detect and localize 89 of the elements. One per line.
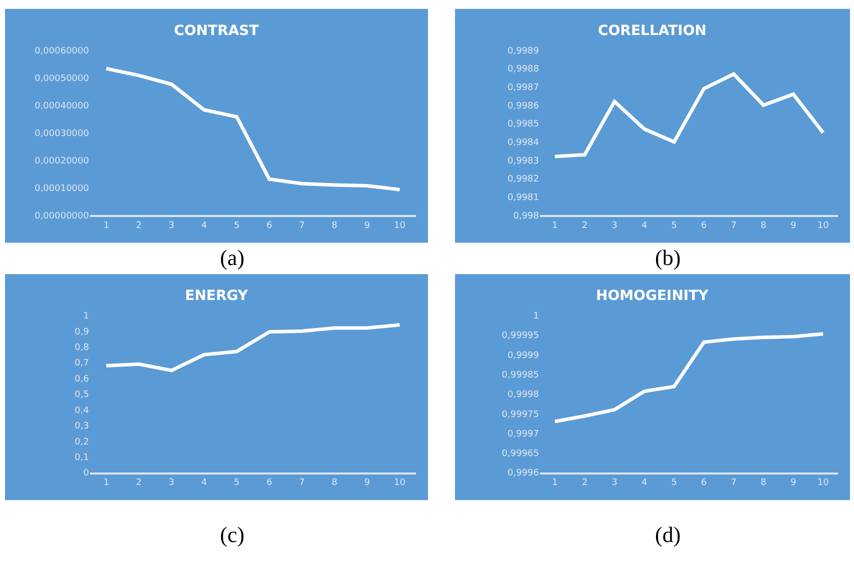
y-tick-label: 0,9997 bbox=[508, 429, 539, 440]
x-tick-label: 4 bbox=[201, 478, 208, 488]
x-tick-label: 5 bbox=[234, 220, 240, 231]
x-tick-label: 1 bbox=[552, 478, 558, 488]
line-series bbox=[553, 332, 825, 424]
text: (b) bbox=[655, 245, 681, 270]
y-tick-label: 0 bbox=[83, 468, 90, 479]
chart-title: ENERGY bbox=[185, 288, 249, 304]
y-tick-label: 0,9983 bbox=[508, 156, 539, 166]
y-tick-label: 0,9982 bbox=[508, 174, 539, 185]
x-tick-label: 4 bbox=[641, 478, 648, 488]
y-tick-label: 0,9985 bbox=[508, 120, 539, 130]
y-tick-label: 0,00030000 bbox=[34, 128, 90, 139]
x-tick-label: 5 bbox=[671, 478, 677, 488]
y-tick-label: 0,9998 bbox=[508, 390, 540, 400]
y-tick-label: 0,9996 bbox=[508, 468, 540, 479]
y-tick-label: 0,8 bbox=[74, 342, 90, 353]
y-tick-label: 0,00010000 bbox=[34, 184, 90, 194]
text: (c) bbox=[220, 522, 244, 547]
x-tick-label: 3 bbox=[168, 220, 174, 231]
x-tick-label: 2 bbox=[582, 478, 588, 488]
y-tick-label: 0,9999 bbox=[508, 350, 540, 361]
x-tick-label: 3 bbox=[612, 478, 618, 488]
y-tick-label: 0,3 bbox=[74, 422, 89, 432]
x-tick-label: 5 bbox=[234, 478, 240, 488]
line-series bbox=[104, 323, 402, 372]
x-tick-label: 8 bbox=[760, 478, 767, 488]
y-tick-label: 0,99985 bbox=[502, 370, 539, 380]
x-tick-label: 2 bbox=[582, 220, 588, 231]
x-tick-label: 8 bbox=[332, 220, 338, 231]
x-tick-label: 2 bbox=[136, 478, 142, 488]
x-tick-label: 6 bbox=[266, 220, 272, 231]
chart-title: HOMOGEINITY bbox=[596, 288, 710, 304]
x-tick-label: 10 bbox=[394, 478, 406, 488]
x-tick-label: 1 bbox=[103, 478, 110, 488]
y-tick-label: 0,9988 bbox=[508, 64, 540, 75]
y-tick-label: 0,1 bbox=[74, 453, 89, 464]
x-tick-label: 4 bbox=[641, 220, 648, 231]
y-tick-label: 0,00040000 bbox=[34, 101, 90, 112]
y-tick-label: 0,6 bbox=[74, 374, 90, 384]
line-series bbox=[553, 72, 825, 158]
y-tick-label: 0,99975 bbox=[502, 410, 539, 420]
x-tick-label: 7 bbox=[299, 478, 305, 488]
x-tick-label: 6 bbox=[266, 478, 272, 488]
x-tick-label: 7 bbox=[730, 478, 737, 488]
chart-title: CORELLATION bbox=[598, 23, 706, 39]
y-tick-label: 0,00050000 bbox=[34, 74, 90, 84]
text: (d) bbox=[655, 522, 681, 547]
y-tick-label: 0,5 bbox=[74, 390, 89, 400]
y-tick-label: 1 bbox=[83, 312, 89, 322]
x-tick-label: 1 bbox=[103, 220, 110, 231]
x-tick-label: 2 bbox=[136, 220, 142, 231]
y-tick-label: 0,9987 bbox=[508, 82, 539, 93]
line-series bbox=[104, 66, 402, 192]
x-tick-label: 10 bbox=[394, 220, 406, 231]
y-tick-label: 0,00060000 bbox=[34, 46, 90, 56]
y-tick-label: 0,9986 bbox=[508, 101, 540, 112]
x-tick-label: 10 bbox=[817, 220, 830, 231]
y-tick-label: 1 bbox=[533, 312, 539, 322]
x-tick-label: 6 bbox=[701, 220, 708, 231]
y-tick-label: 0,9 bbox=[74, 327, 90, 338]
y-tick-label: 0,99995 bbox=[502, 331, 539, 342]
x-tick-label: 9 bbox=[364, 478, 370, 488]
x-tick-label: 9 bbox=[790, 220, 796, 231]
x-tick-label: 5 bbox=[671, 220, 677, 231]
y-tick-label: 0,00000000 bbox=[34, 211, 90, 222]
x-tick-label: 3 bbox=[612, 220, 618, 231]
x-tick-label: 4 bbox=[201, 220, 208, 231]
chart-title: CONTRAST bbox=[174, 23, 260, 39]
x-tick-label: 10 bbox=[817, 478, 830, 488]
x-tick-label: 6 bbox=[701, 478, 708, 488]
y-tick-label: 0,4 bbox=[74, 406, 90, 416]
y-tick-label: 0,99965 bbox=[502, 449, 539, 460]
x-tick-label: 1 bbox=[552, 220, 558, 231]
x-tick-label: 3 bbox=[168, 478, 174, 488]
x-tick-label: 7 bbox=[730, 220, 737, 231]
y-tick-label: 0,9984 bbox=[508, 138, 540, 148]
x-tick-label: 8 bbox=[760, 220, 767, 231]
x-tick-label: 8 bbox=[332, 478, 338, 488]
y-tick-label: 0,7 bbox=[74, 358, 89, 369]
y-tick-label: 0,2 bbox=[74, 437, 89, 448]
text: (a) bbox=[220, 245, 244, 270]
y-tick-label: 0,998 bbox=[513, 211, 540, 222]
x-tick-label: 9 bbox=[790, 478, 796, 488]
y-tick-label: 0,9989 bbox=[508, 46, 540, 56]
x-tick-label: 9 bbox=[364, 220, 370, 231]
x-tick-label: 7 bbox=[299, 220, 305, 231]
y-tick-label: 0,00020000 bbox=[34, 156, 90, 166]
y-tick-label: 0,9981 bbox=[508, 193, 539, 204]
